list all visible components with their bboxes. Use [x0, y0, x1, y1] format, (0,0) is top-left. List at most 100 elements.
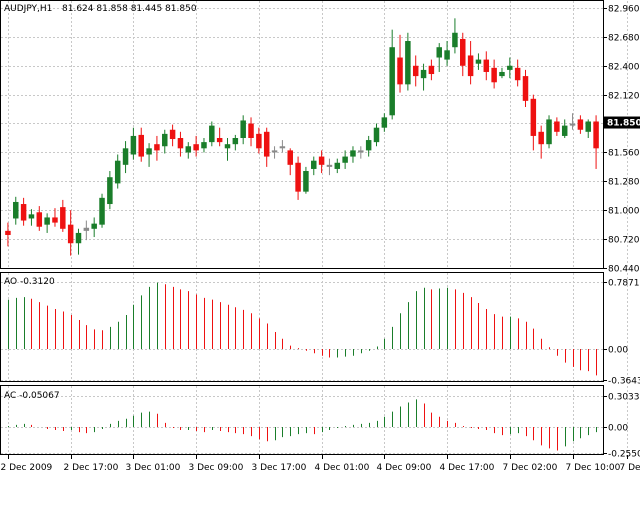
- candle-body: [562, 126, 567, 136]
- candle-body: [131, 136, 136, 155]
- candle-body: [240, 120, 245, 138]
- ac-panel-label: AC -0.05067: [4, 391, 60, 401]
- candle-body: [311, 161, 316, 169]
- candle-body: [280, 146, 285, 148]
- candle-body: [366, 140, 371, 150]
- candle-body: [523, 76, 528, 101]
- candle-body: [452, 33, 457, 47]
- candle-body: [405, 41, 410, 84]
- current-price-tag: 81.850: [604, 117, 640, 129]
- ac-y-tick-label: 0.00: [608, 424, 628, 434]
- candle-body: [335, 163, 340, 169]
- candle-body: [397, 58, 402, 85]
- x-tick-label: 2 Dec 17:00: [64, 463, 119, 473]
- price-y-tick-label: 82.120: [608, 92, 640, 102]
- candle-body: [303, 171, 308, 192]
- candle-body: [515, 68, 520, 80]
- price-y-tick-label: 80.440: [608, 265, 640, 275]
- candle-body: [350, 150, 355, 156]
- candle-body: [554, 121, 559, 131]
- candle-body: [225, 144, 230, 148]
- candle-body: [107, 177, 112, 204]
- price-y-tick-label: 82.680: [608, 34, 640, 44]
- candle-body: [413, 66, 418, 76]
- price-panel-header-ohlc: 81.624 81.858 81.445 81.850: [62, 4, 197, 14]
- candle-body: [578, 119, 583, 129]
- price-y-tick-label: 81.000: [608, 207, 640, 217]
- candle-body: [44, 217, 49, 224]
- candle-body: [76, 233, 81, 243]
- candle-body: [138, 135, 143, 157]
- candle-body: [123, 148, 128, 165]
- ao-y-tick-label: -0.3643: [608, 377, 640, 387]
- candle-body: [178, 138, 183, 148]
- candle-body: [531, 99, 536, 136]
- price-panel-header-symbol: AUDJPY,H1: [4, 4, 52, 14]
- candle-body: [146, 148, 151, 154]
- candle-body: [84, 228, 89, 231]
- candle-body: [429, 66, 434, 74]
- candle-body: [170, 130, 175, 139]
- candle-body: [287, 150, 292, 164]
- candle-body: [193, 144, 198, 150]
- ac-y-tick-label: -0.25507: [608, 450, 640, 460]
- x-tick-label: 7 Dec 02:00: [503, 463, 558, 473]
- candle-body: [29, 214, 34, 218]
- candle-body: [421, 70, 426, 78]
- candle-body: [209, 126, 214, 143]
- candle-body: [186, 146, 191, 152]
- price-y-tick-label: 80.720: [608, 236, 640, 246]
- candle-body: [546, 119, 551, 144]
- candle-body: [444, 50, 449, 59]
- candle-body: [99, 198, 104, 225]
- ao-y-tick-label: 0.00: [608, 346, 628, 356]
- candle-body: [295, 163, 300, 192]
- price-y-tick-label: 82.960: [608, 5, 640, 15]
- x-tick-label: 3 Dec 17:00: [252, 463, 307, 473]
- candle-body: [538, 132, 543, 144]
- candle-body: [593, 121, 598, 148]
- candle-body: [570, 124, 575, 126]
- candle-body: [389, 47, 394, 115]
- candle-body: [382, 117, 387, 127]
- candle-body: [468, 55, 473, 76]
- current-price-label: 81.850: [607, 119, 640, 129]
- x-tick-label: 4 Dec 09:00: [377, 463, 432, 473]
- candle: [99, 194, 104, 228]
- price-y-tick-label: 81.560: [608, 149, 640, 159]
- x-tick-label: 7 Dec 10:00: [566, 463, 621, 473]
- candle-body: [21, 204, 26, 221]
- candle-body: [507, 66, 512, 70]
- candle-body: [5, 231, 10, 235]
- candle-body: [499, 72, 504, 76]
- x-tick-label: 4 Dec 17:00: [440, 463, 495, 473]
- candle-body: [248, 124, 253, 138]
- price-y-tick-label: 81.280: [608, 178, 640, 188]
- candle-body: [52, 217, 57, 222]
- candle-body: [154, 144, 159, 150]
- candle-body: [484, 60, 489, 72]
- candle-body: [233, 138, 238, 144]
- candle: [405, 33, 410, 91]
- candle-body: [91, 224, 96, 229]
- price-y-tick-label: 82.400: [608, 63, 640, 73]
- candle-body: [491, 68, 496, 82]
- x-tick-label: 7 Dec 18:00: [620, 463, 640, 473]
- candle-body: [264, 132, 269, 157]
- candle-body: [374, 128, 379, 142]
- candle-body: [476, 60, 481, 64]
- x-tick-label: 3 Dec 01:00: [126, 463, 181, 473]
- ac-y-tick-label: 0.30339: [608, 393, 640, 403]
- candle-body: [256, 134, 261, 148]
- candle-body: [342, 157, 347, 163]
- candle-body: [327, 165, 332, 167]
- x-tick-label: 3 Dec 09:00: [189, 463, 244, 473]
- candle-body: [358, 150, 363, 152]
- candle-body: [436, 47, 441, 57]
- candle-body: [60, 207, 65, 229]
- candle-body: [585, 121, 590, 131]
- candle-body: [162, 134, 167, 146]
- candle-body: [115, 161, 120, 184]
- candle-body: [201, 142, 206, 148]
